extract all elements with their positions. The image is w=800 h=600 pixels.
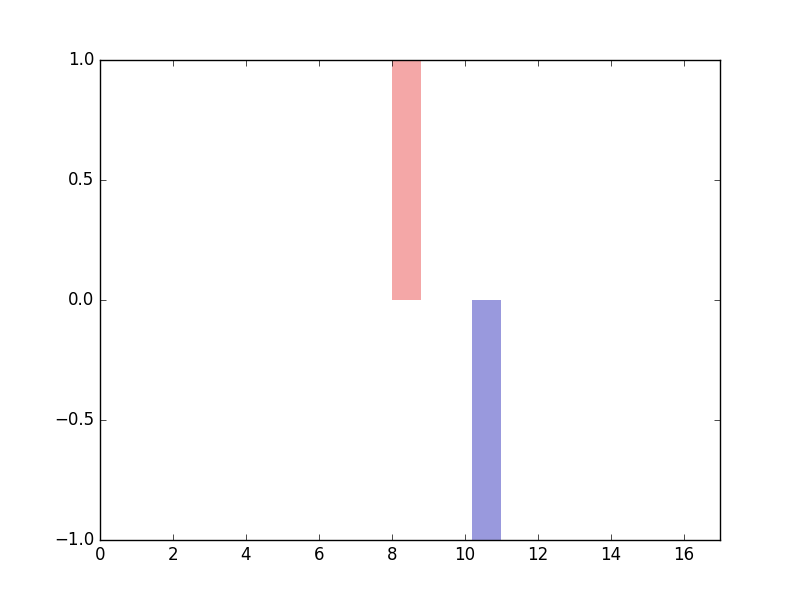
Bar	[392, 60, 421, 300]
Bar	[472, 300, 501, 540]
